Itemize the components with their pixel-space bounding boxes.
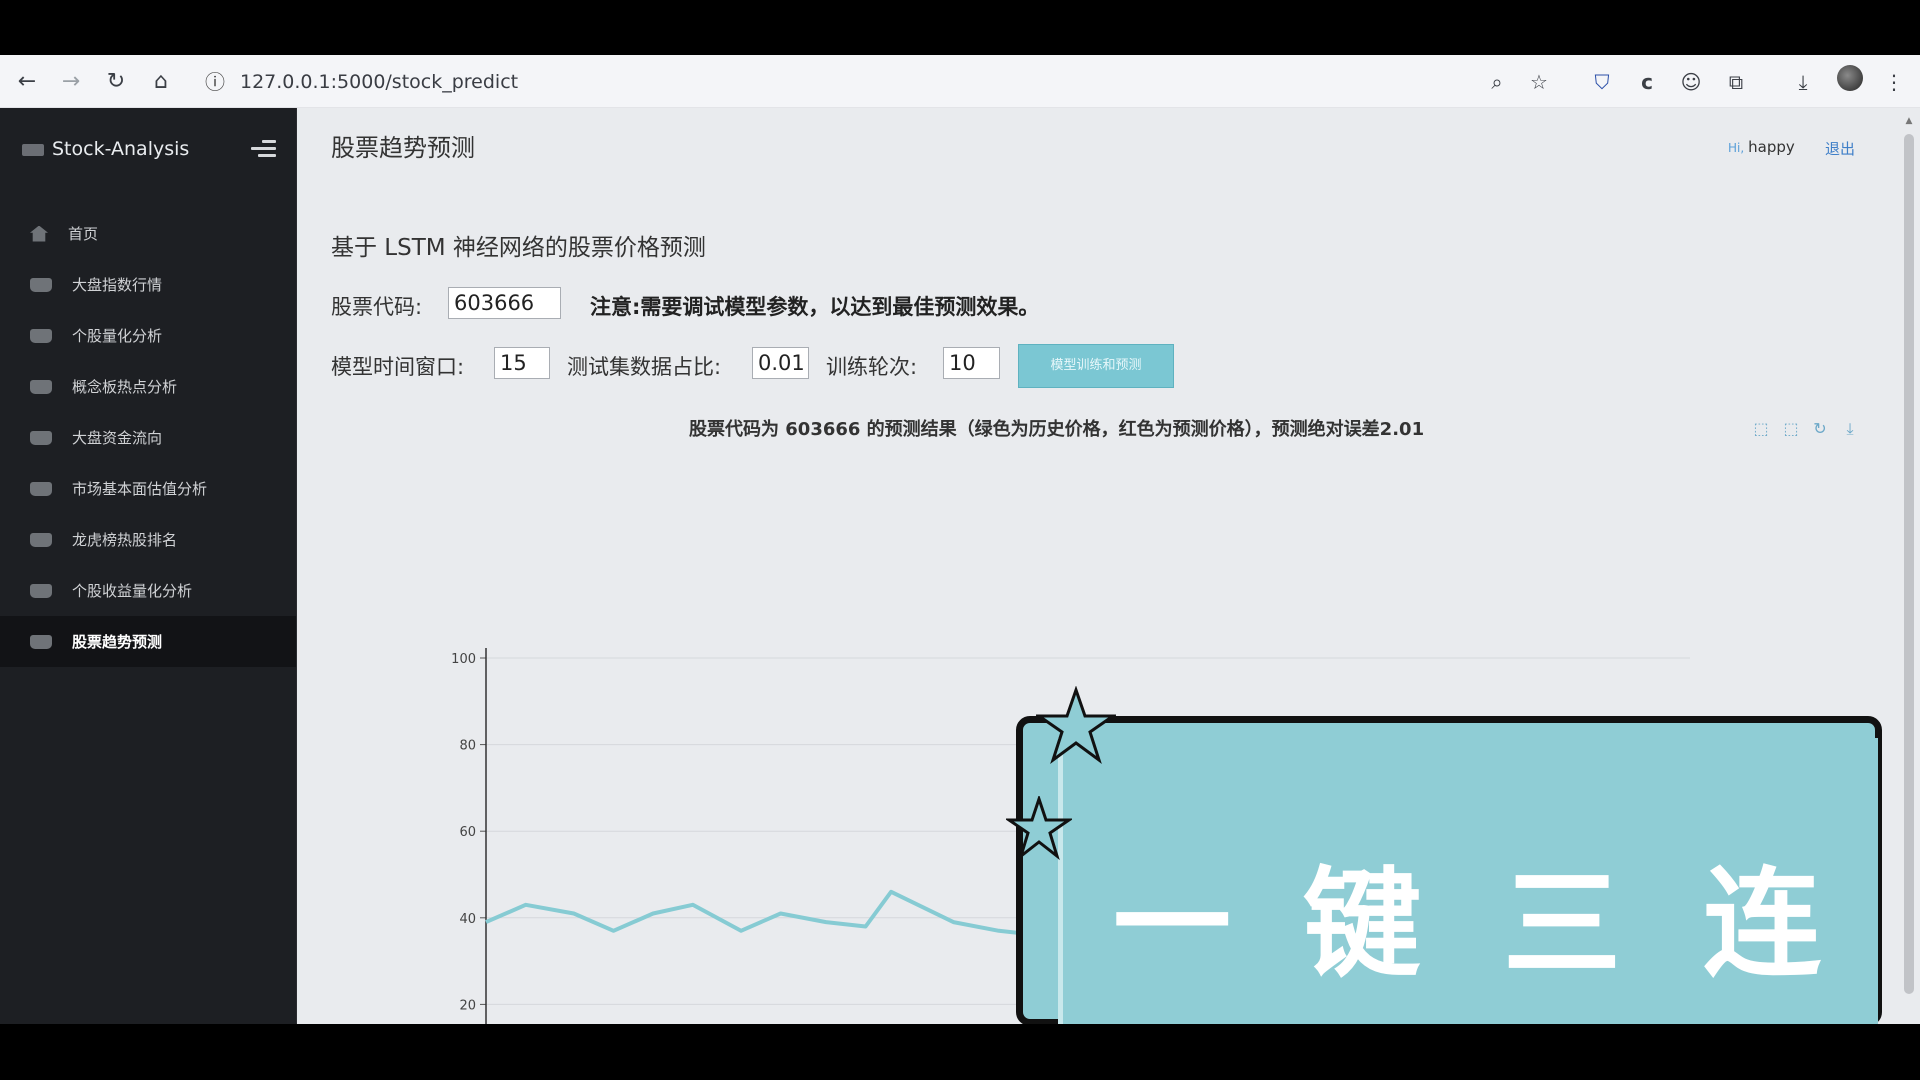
folder-icon (30, 481, 52, 496)
puzzle-extensions-icon[interactable]: ⧉ (1728, 70, 1744, 94)
username: happy (1748, 138, 1795, 156)
sidebar-item-label: 股票趋势预测 (72, 633, 163, 651)
zoom-icon[interactable]: ⌕ (1491, 70, 1503, 94)
smile-extension-icon[interactable]: ☺ (1680, 70, 1702, 94)
sidebar-item-label: 大盘资金流向 (72, 429, 163, 447)
save-image-icon[interactable]: ⤓ (1846, 419, 1854, 438)
folder-icon (30, 328, 52, 343)
profile-avatar[interactable] (1837, 65, 1863, 91)
sidebar-item-3[interactable]: 概念板热点分析 (0, 361, 296, 412)
sidebar-item-1[interactable]: 大盘指数行情 (0, 259, 296, 310)
sidebar-item-label: 市场基本面估值分析 (72, 480, 208, 498)
sidebar-item-2[interactable]: 个股量化分析 (0, 310, 296, 361)
train-predict-button[interactable]: 模型训练和预测 (1018, 344, 1174, 388)
y-tick-label: 20 (459, 998, 476, 1013)
notice-text: 注意:需要调试模型参数，以达到最佳预测效果。 (590, 295, 1040, 319)
scrollbar-thumb[interactable] (1904, 134, 1914, 994)
y-tick-label: 40 (459, 912, 476, 927)
folder-icon (30, 583, 52, 598)
menu-toggle-icon[interactable] (251, 138, 276, 160)
logout-link[interactable]: 退出 (1825, 140, 1856, 158)
sidebar-item-0[interactable]: 首页 (0, 208, 296, 259)
chart-title: 股票代码为 603666 的预测结果（绿色为历史价格，红色为预测价格），预测绝对… (689, 419, 1425, 440)
sidebar-item-label: 大盘指数行情 (72, 276, 163, 294)
stock-code-label: 股票代码: (331, 295, 423, 319)
y-tick-label: 60 (459, 825, 476, 840)
folder-icon (30, 379, 52, 394)
download-icon[interactable]: ⤓ (1798, 70, 1808, 94)
sidebar-item-label: 个股量化分析 (72, 327, 163, 345)
overlay-char-4: 连 (1703, 855, 1822, 993)
overlay-card-inner: 一 键 三 连 (1058, 738, 1878, 1028)
epochs-input[interactable] (943, 347, 1000, 379)
sidebar: Stock-Analysis 首页大盘指数行情 个股量化分析 概念板热点分析 大盘资金… (0, 108, 297, 1024)
home-icon[interactable]: ⌂ (154, 69, 168, 94)
page-title: 股票趋势预测 (331, 134, 475, 162)
sidebar-item-label: 个股收益量化分析 (72, 582, 193, 600)
folder-icon (30, 532, 52, 547)
back-arrow-icon[interactable]: ← (17, 69, 37, 94)
browser-toolbar: ← → ↻ ⌂ ⓘ 127.0.0.1:5000/stock_predict ⌕… (0, 55, 1920, 108)
sidebar-item-7[interactable]: 个股收益量化分析 (0, 565, 296, 616)
site-info-icon[interactable]: ⓘ (205, 70, 225, 94)
zoom-reset-icon[interactable]: ⬚ (1783, 419, 1799, 438)
brand-logo-icon (22, 143, 44, 156)
shield-extension-icon[interactable]: ⛉ (1594, 70, 1610, 94)
home-icon (30, 225, 48, 242)
sidebar-item-label: 概念板热点分析 (72, 378, 178, 396)
window-input[interactable] (494, 347, 550, 379)
test-ratio-label: 测试集数据占比: (567, 355, 722, 379)
forward-arrow-icon[interactable]: → (61, 69, 81, 94)
y-tick-label: 80 (459, 739, 476, 754)
stock-code-input[interactable] (448, 287, 561, 319)
app: Stock-Analysis 首页大盘指数行情 个股量化分析 概念板热点分析 大盘资金… (0, 108, 1920, 1024)
y-tick-label: 100 (451, 652, 476, 667)
window-label: 模型时间窗口: (331, 355, 465, 379)
restore-icon[interactable]: ↻ (1813, 419, 1827, 438)
overlay-char-2: 键 (1303, 855, 1422, 993)
sidebar-item-label: 首页 (68, 225, 99, 243)
star-large-icon (1036, 686, 1116, 764)
c-extension-icon[interactable]: c (1641, 70, 1653, 94)
test-ratio-input[interactable] (752, 347, 809, 379)
brand: Stock-Analysis (22, 134, 189, 164)
section-title: 基于 LSTM 神经网络的股票价格预测 (331, 235, 706, 261)
overlay-card: 一 键 三 连 (1016, 716, 1882, 1028)
sidebar-menu: 首页大盘指数行情 个股量化分析 概念板热点分析 大盘资金流向市场基本面估值分析 龙虎榜热… (0, 208, 296, 667)
star-small-icon (1006, 796, 1072, 861)
epochs-label: 训练轮次: (826, 355, 918, 379)
sidebar-item-label: 龙虎榜热股排名 (72, 531, 178, 549)
bookmark-star-icon[interactable]: ☆ (1530, 70, 1548, 94)
sidebar-item-6[interactable]: 龙虎榜热股排名 (0, 514, 296, 565)
folder-icon (30, 430, 52, 445)
bottom-bar (0, 1024, 1920, 1080)
overlay-char-3: 三 (1503, 855, 1622, 993)
reload-icon[interactable]: ↻ (106, 69, 126, 94)
sidebar-item-4[interactable]: 大盘资金流向 (0, 412, 296, 463)
sidebar-item-5[interactable]: 市场基本面估值分析 (0, 463, 296, 514)
more-menu-icon[interactable]: ⋮ (1884, 70, 1904, 94)
sidebar-item-8[interactable]: 股票趋势预测 (0, 616, 296, 667)
overlay-char-1: 一 (1113, 855, 1232, 993)
zoom-area-icon[interactable]: ⬚ (1753, 419, 1769, 438)
scroll-up-icon[interactable]: ▲ (1905, 116, 1913, 126)
folder-icon (30, 277, 52, 292)
brand-name: Stock-Analysis (52, 138, 190, 160)
address-bar[interactable]: 127.0.0.1:5000/stock_predict (240, 71, 519, 93)
page-scrollbar[interactable]: ▲ (1902, 116, 1916, 1016)
greeting-hi: Hi, (1728, 141, 1745, 155)
folder-icon (30, 634, 52, 649)
user-greeting: Hi, happy (1728, 138, 1795, 156)
